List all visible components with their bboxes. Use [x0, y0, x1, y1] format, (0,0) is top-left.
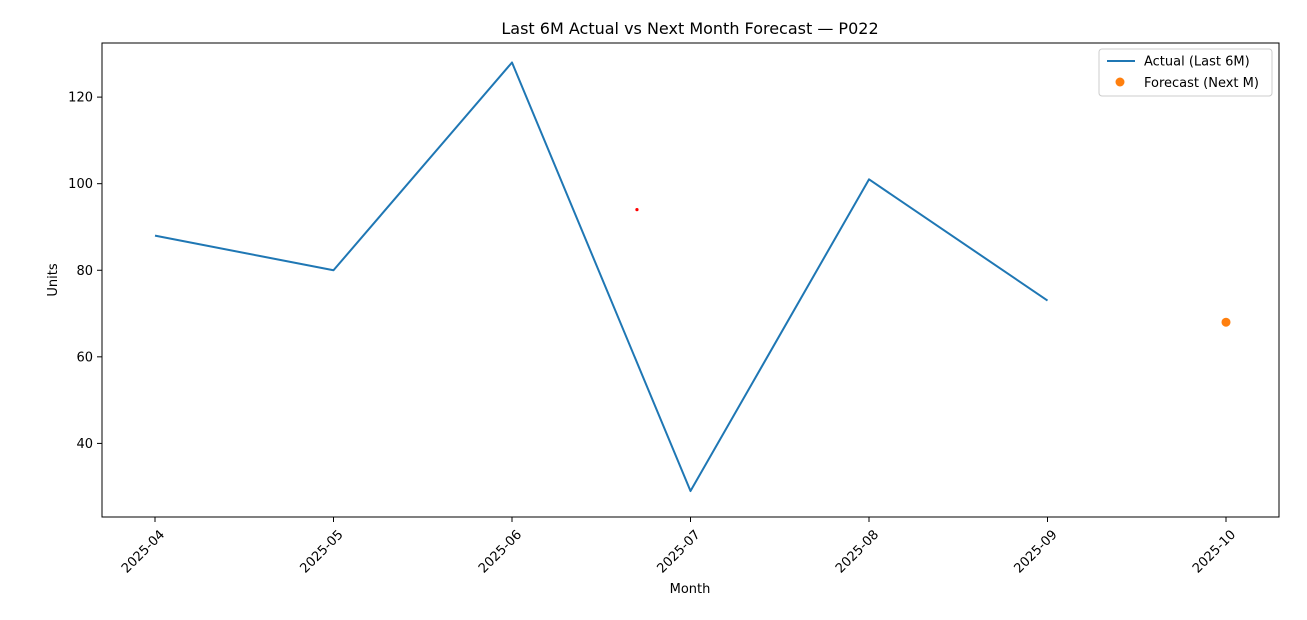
y-tick-label: 120 — [68, 91, 93, 106]
series-line-actual — [154, 61, 1049, 493]
series-layer — [154, 61, 1231, 493]
legend-box — [1098, 48, 1273, 97]
legend-label-forecast: Forecast (Next M) — [1144, 76, 1259, 91]
y-tick-label: 40 — [76, 437, 93, 452]
y-tick-label: 100 — [68, 177, 93, 192]
chart-title: Last 6M Actual vs Next Month Forecast — … — [501, 19, 878, 38]
forecast-point — [1221, 317, 1231, 327]
y-tick-label: 60 — [76, 350, 93, 365]
x-axis-label: Month — [670, 582, 711, 597]
legend-swatch-forecast — [1115, 77, 1125, 87]
legend: Actual (Last 6M) Forecast (Next M) — [1098, 48, 1273, 97]
y-tick-label: 80 — [76, 264, 93, 279]
y-axis: 40 60 80 100 120 — [68, 91, 102, 452]
annotation-dot — [635, 208, 639, 212]
y-axis-label: Units — [46, 263, 61, 296]
legend-label-actual: Actual (Last 6M) — [1144, 55, 1250, 70]
